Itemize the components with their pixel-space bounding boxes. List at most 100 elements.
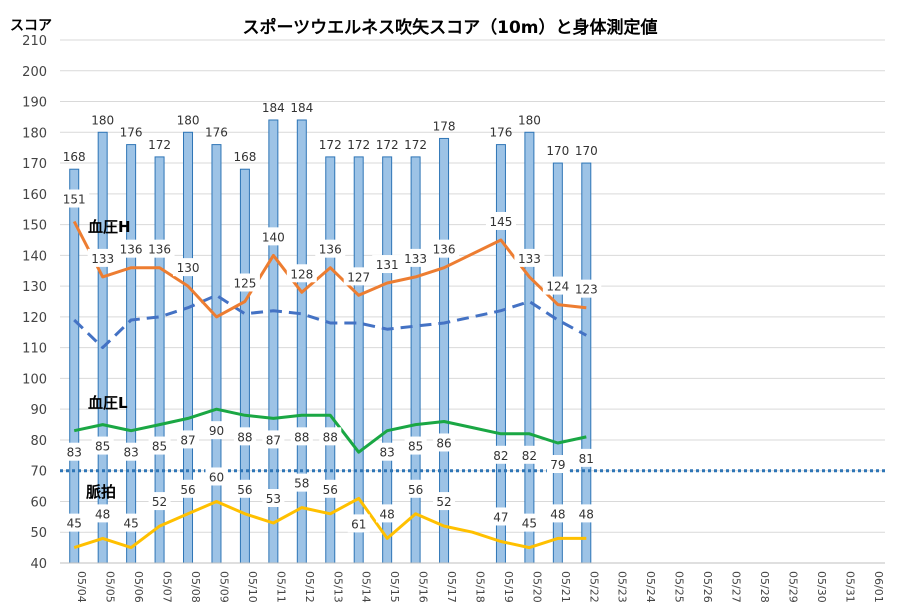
pulse-label: 48: [579, 507, 594, 521]
y-tick-label: 120: [22, 311, 47, 326]
pulse-label-bg: [546, 504, 569, 523]
bp-low-label-bg: [319, 427, 342, 446]
score-label: 180: [518, 113, 541, 127]
bp-high-label: 127: [347, 270, 370, 284]
bp-high-label: 136: [148, 243, 171, 257]
bp-low-label: 82: [493, 449, 508, 463]
series-label-bp-high: 血圧H: [88, 218, 131, 236]
y-tick-label: 70: [30, 465, 47, 480]
pulse-label: 60: [209, 470, 224, 484]
score-label: 172: [404, 138, 427, 152]
score-label: 172: [376, 138, 399, 152]
x-tick-label: 05/23: [616, 571, 629, 603]
bp-low-label: 83: [67, 446, 82, 460]
pulse-label: 45: [522, 517, 537, 531]
x-tick-label: 05/25: [673, 571, 686, 603]
bp-high-label: 136: [433, 243, 456, 257]
score-bar: [382, 156, 393, 564]
bp-high-label: 131: [376, 258, 399, 272]
pulse-label-bg: [91, 504, 114, 523]
y-tick-label: 180: [22, 126, 47, 141]
x-tick-label: 05/15: [388, 571, 401, 603]
y-axis: 40 50 60 70 80 90 100 110 120 130 140 150 160 170 180 1…: [22, 34, 47, 572]
bp-low-label-bg: [233, 427, 256, 446]
y-tick-label: 200: [22, 65, 47, 80]
bp-low-label-bg: [63, 442, 86, 461]
score-label: 172: [319, 138, 342, 152]
pulse-label-bg: [347, 514, 370, 533]
score-label: 176: [489, 126, 512, 140]
bp-low-label: 85: [152, 440, 167, 454]
score-bar: [296, 119, 307, 564]
pulse-label: 52: [436, 495, 451, 509]
score-bar: [239, 168, 250, 564]
bp-high-label: 130: [177, 261, 200, 275]
y-tick-label: 170: [22, 157, 47, 172]
pulse-label-bg: [404, 479, 427, 498]
x-tick-label: 05/28: [758, 571, 771, 603]
bp-low-label-bg: [575, 448, 598, 467]
y-tick-label: 130: [22, 280, 47, 295]
x-tick-label: 06/01: [872, 571, 885, 603]
pulse-label: 47: [493, 510, 508, 524]
y-tick-label: 40: [30, 557, 47, 572]
series-label-bp-low: 血圧L: [88, 394, 128, 412]
pulse-label-bg: [489, 507, 512, 526]
pulse-label-bg: [376, 504, 399, 523]
x-tick-label: 05/19: [502, 571, 515, 603]
pulse-label: 48: [95, 507, 110, 521]
bp-low-label-bg: [262, 430, 285, 449]
bp-high-label-bg: [514, 248, 545, 267]
bp-high-label: 123: [575, 283, 598, 297]
pulse-label-bg: [518, 513, 541, 532]
bp-low-label: 82: [522, 449, 537, 463]
bp-low-label: 83: [123, 446, 138, 460]
x-tick-label: 05/17: [445, 571, 458, 603]
pulse-label: 56: [408, 483, 423, 497]
x-axis: 05/04 05/05 05/06 05/07 05/08 05/09 05/10 05/11…: [60, 562, 885, 603]
pulse-label-bg: [319, 479, 342, 498]
bp-high-label: 133: [404, 252, 427, 266]
score-bar: [495, 144, 506, 564]
score-bar: [183, 131, 194, 564]
x-tick-label: 05/11: [274, 571, 287, 603]
y-tick-label: 190: [22, 96, 47, 111]
bp-high-label-bg: [144, 239, 175, 258]
x-tick-label: 05/24: [644, 571, 657, 603]
grid-lines: [60, 39, 885, 564]
x-tick-label: 05/18: [474, 571, 487, 603]
pulse-label: 56: [180, 483, 195, 497]
bp-low-line: [73, 407, 587, 454]
pulse-label-bg: [433, 492, 456, 511]
pulse-line: [73, 496, 587, 550]
chart-title: スポーツウエルネス吹矢スコア（10m）と身体測定値: [242, 17, 657, 38]
x-tick-label: 05/14: [360, 571, 373, 603]
score-bar: [126, 144, 137, 564]
y-tick-label: 80: [30, 434, 47, 449]
bp-high-label: 125: [233, 277, 256, 291]
bp-low-label: 85: [408, 440, 423, 454]
score-label: 184: [290, 101, 313, 115]
pulse-label-bg: [233, 479, 256, 498]
x-tick-label: 05/26: [701, 571, 714, 603]
bp-low-label-bg: [177, 430, 200, 449]
bp-low-label: 79: [550, 458, 565, 472]
score-bar: [524, 131, 535, 564]
score-label: 184: [262, 101, 285, 115]
score-label: 176: [205, 126, 228, 140]
pulse-label: 45: [67, 517, 82, 531]
bp-low-label-bg: [518, 445, 541, 464]
bp-trend-line: [73, 293, 588, 350]
pulse-label: 48: [550, 507, 565, 521]
x-tick-label: 05/21: [559, 571, 572, 603]
bp-high-label-bg: [286, 264, 317, 283]
bp-high-label: 136: [120, 243, 143, 257]
bp-high-label-bg: [571, 279, 602, 298]
bp-high-label-bg: [116, 239, 147, 258]
x-tick-label: 05/13: [331, 571, 344, 603]
x-tick-label: 05/05: [104, 571, 117, 603]
score-label: 176: [120, 126, 143, 140]
pulse-label: 61: [351, 517, 366, 531]
